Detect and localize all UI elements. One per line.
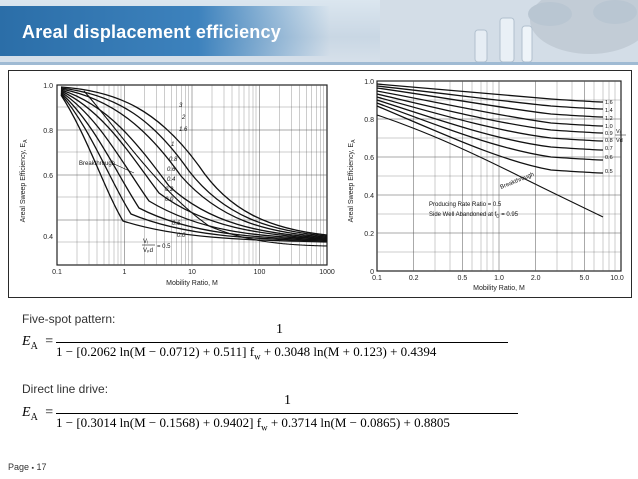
left-curve-label: 0.4 [167, 177, 176, 183]
lhs-symbol: E [22, 405, 31, 420]
right-curve-label: 1.6 [605, 100, 613, 106]
right-ytick: 1.0 [364, 79, 374, 86]
left-xtick: 1000 [319, 269, 335, 276]
right-vi-label: Vᵢ [616, 129, 621, 135]
five-spot-title: Five-spot pattern: [22, 312, 116, 326]
right-chart-ylabel: Areal Sweep Efficiency, EA [348, 139, 357, 223]
left-ytick: 0.6 [43, 173, 53, 180]
right-note-line2: Side Well Abandoned at fD = 0.95 [429, 212, 519, 219]
left-vi-label: Vᵢ [143, 239, 148, 245]
left-breakthrough-curve [83, 90, 328, 247]
right-ytick: 0.8 [364, 117, 374, 124]
right-curve-label: 0.9 [605, 131, 613, 137]
page-footer: Page ▪ 17 [8, 462, 47, 472]
left-curve-label: 0.6 [167, 167, 176, 173]
five-spot-denominator: 1 − [0.2062 ln(M − 0.0712) + 0.511] fw +… [56, 344, 436, 362]
five-spot-fraction-bar [56, 342, 508, 343]
direct-line-title: Direct line drive: [22, 382, 109, 396]
left-curve-label: 2 [181, 115, 186, 121]
left-sweep-chart: Areal Sweep Efficiency, EA 1.0 [20, 83, 335, 287]
right-curve-label: 1.2 [605, 116, 613, 122]
direct-line-lhs: EA = [22, 405, 53, 423]
right-ytick: 0.6 [364, 155, 374, 162]
right-curve-label: 0.8 [605, 138, 613, 144]
left-vpd-label: Vₚd [143, 248, 153, 254]
left-xtick: 100 [254, 269, 266, 276]
right-xtick: 0.2 [409, 275, 419, 282]
right-curve-label: 1.0 [605, 124, 613, 130]
right-chart-curves [376, 83, 604, 174]
denominator-subscript: w [261, 422, 268, 433]
lab-photo-decoration [380, 0, 638, 62]
left-xtick: 1 [123, 269, 127, 276]
right-chart-note: Producing Rate Ratio = 0.5 Side Well Aba… [429, 202, 519, 219]
denominator-tail: + 0.3714 ln(M − 0.0865) + 0.8805 [267, 415, 450, 430]
left-chart-curves [60, 86, 328, 243]
left-breakthrough-label: Breakthrough [79, 161, 115, 167]
equals-sign: = [45, 334, 54, 349]
right-curve-label: 0.6 [605, 155, 613, 161]
left-chart-ylabel: Areal Sweep Efficiency, EA [20, 139, 29, 223]
right-ytick: 0 [370, 269, 374, 276]
left-curve-label: 3 [179, 103, 183, 109]
right-curve-label: 1.4 [605, 108, 613, 114]
direct-line-denominator: 1 − [0.3014 ln(M − 0.1568) + 0.9402] fw … [56, 415, 450, 433]
right-curve-label: 0.5 [605, 169, 613, 175]
left-ytick: 1.0 [43, 83, 53, 90]
left-xtick: 0.1 [52, 269, 62, 276]
right-xtick: 2.0 [531, 275, 541, 282]
left-chart-xlabel: Mobility Ratio, M [166, 280, 218, 287]
left-ytick: 0.4 [43, 234, 53, 241]
left-curve-label: 0.2 [165, 187, 174, 193]
right-chart-grid [377, 81, 621, 271]
left-curve-label: 0.0 [165, 197, 174, 203]
direct-line-fraction-bar [56, 413, 518, 414]
left-curve-label: 0.6 [172, 221, 181, 227]
denominator-tail: + 0.3048 ln(M + 0.123) + 0.4394 [260, 344, 437, 359]
right-ytick: 0.4 [364, 193, 374, 200]
right-chart-xlabel: Mobility Ratio, M [473, 285, 525, 292]
denominator-text: 1 − [0.3014 ln(M − 0.1568) + 0.9402] f [56, 415, 262, 430]
right-xtick: 10.0 [610, 275, 624, 282]
right-xtick: 5.0 [580, 275, 590, 282]
right-vd-label: Vd [616, 138, 623, 144]
right-sweep-chart: Areal Sweep Efficiency, EA 1.0 0.8 [348, 79, 626, 292]
left-vi-value: = 0.5 [157, 244, 171, 250]
sweep-efficiency-figure: Areal Sweep Efficiency, EA 1.0 [8, 70, 632, 298]
left-curve-label: 0.8 [169, 157, 178, 163]
left-curve-label: 1.6 [179, 127, 188, 133]
right-breakthrough-curve [376, 114, 604, 218]
page-bullet: ▪ [31, 465, 35, 472]
right-xtick: 0.1 [372, 275, 382, 282]
left-xtick: 10 [188, 269, 196, 276]
right-note-line1: Producing Rate Ratio = 0.5 [429, 202, 502, 208]
denominator-subscript: w [254, 351, 261, 362]
denominator-text: 1 − [0.2062 ln(M − 0.0712) + 0.511] f [56, 344, 255, 359]
title-bar: Areal displacement efficiency [0, 6, 330, 56]
equals-sign: = [45, 405, 54, 420]
left-curve-label: 1 [171, 142, 174, 148]
right-xtick: 0.5 [458, 275, 468, 282]
page-label: Page [8, 462, 30, 472]
slide-title: Areal displacement efficiency [22, 22, 281, 42]
right-ytick: 0.2 [364, 231, 374, 238]
five-spot-numerator: 1 [276, 322, 283, 337]
right-curve-label: 0.7 [605, 146, 613, 152]
lhs-subscript: A [30, 411, 38, 423]
header-divider [0, 62, 638, 65]
five-spot-lhs: EA = [22, 334, 53, 352]
lhs-subscript: A [30, 340, 38, 352]
slide-header: Areal displacement efficiency [0, 0, 638, 62]
right-xtick: 1.0 [494, 275, 504, 282]
direct-line-numerator: 1 [284, 393, 291, 408]
left-ytick: 0.8 [43, 128, 53, 135]
page-number: 17 [36, 462, 47, 472]
lhs-symbol: E [22, 334, 31, 349]
left-curve-label: 0.0 [177, 233, 186, 239]
